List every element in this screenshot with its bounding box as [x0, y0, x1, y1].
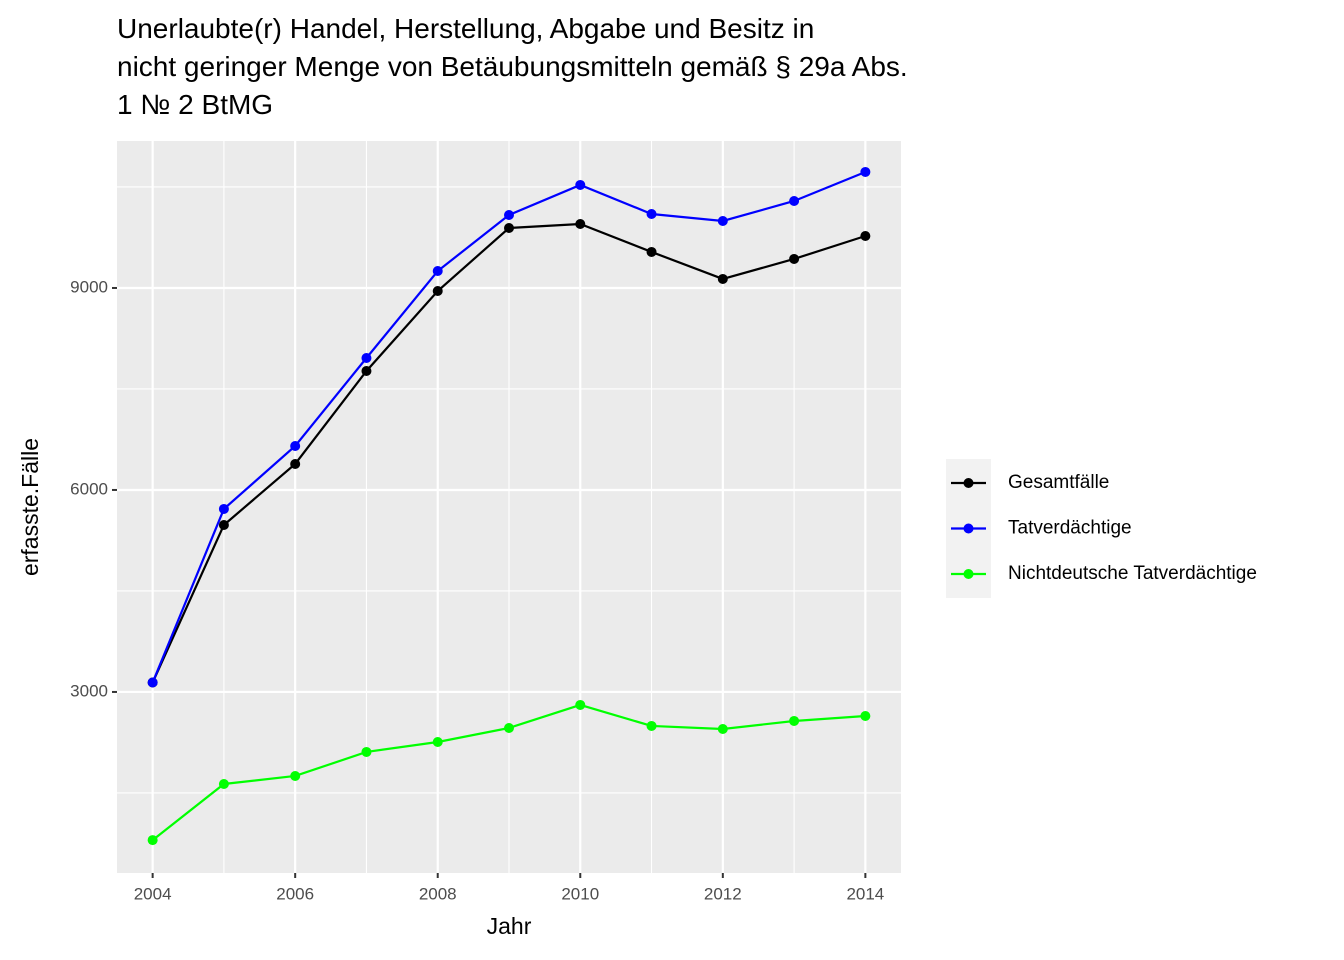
data-point [361, 746, 372, 757]
data-point [504, 222, 514, 233]
data-point [218, 503, 229, 514]
data-point [147, 677, 158, 688]
data-point [361, 353, 372, 364]
data-point [504, 722, 514, 733]
data-point [646, 720, 657, 731]
data-point [789, 253, 800, 264]
data-point [575, 219, 586, 230]
data-point [860, 166, 871, 177]
x-tick-label: 2014 [846, 884, 884, 903]
data-point [717, 273, 728, 284]
x-tick-label: 2008 [419, 884, 457, 903]
data-point [789, 195, 800, 206]
y-tick-label: 9000 [70, 277, 108, 296]
x-axis-title: Jahr [487, 913, 532, 939]
data-point [860, 231, 871, 242]
y-tick-label: 3000 [70, 681, 108, 700]
data-point [432, 266, 443, 277]
data-point [432, 736, 443, 747]
lines [147, 166, 871, 846]
chart-title: Unerlaubte(r) Handel, Herstellung, Abgab… [117, 13, 814, 44]
y-axis-title: erfasste.Fälle [17, 438, 43, 576]
data-point [646, 246, 657, 257]
data-point [789, 715, 800, 726]
data-point [575, 179, 586, 190]
legend-label: Gesamtfälle [1008, 472, 1109, 493]
legend-key [963, 478, 974, 488]
data-point [432, 286, 443, 297]
data-point [147, 835, 158, 846]
data-point [717, 723, 728, 734]
data-point [290, 770, 301, 781]
chart-title: nicht geringer Menge von Betäubungsmitte… [117, 51, 908, 82]
data-point [717, 215, 728, 226]
x-tick-label: 2004 [134, 884, 172, 903]
data-point [361, 365, 372, 376]
legend-label: Nichtdeutsche Tatverdächtige [1008, 563, 1257, 584]
data-point [504, 209, 514, 220]
data-point [290, 458, 301, 469]
data-point [646, 208, 657, 219]
data-point [860, 710, 871, 721]
legend-key [963, 569, 974, 579]
y-tick-label: 6000 [70, 479, 108, 498]
x-tick-label: 2012 [704, 884, 742, 903]
legend-key [963, 523, 974, 534]
legend: Gesamtfälle Tatverdächtige Nichtdeutsche T… [951, 472, 1257, 584]
data-point [218, 519, 229, 530]
data-point [290, 441, 301, 451]
x-tick-label: 2010 [561, 884, 599, 903]
legend-label: Tatverdächtige [1008, 518, 1132, 539]
data-point [218, 778, 229, 789]
data-point [575, 699, 586, 710]
x-tick-label: 2006 [276, 884, 314, 903]
chart-title: 1 № 2 BtMG [117, 89, 273, 120]
